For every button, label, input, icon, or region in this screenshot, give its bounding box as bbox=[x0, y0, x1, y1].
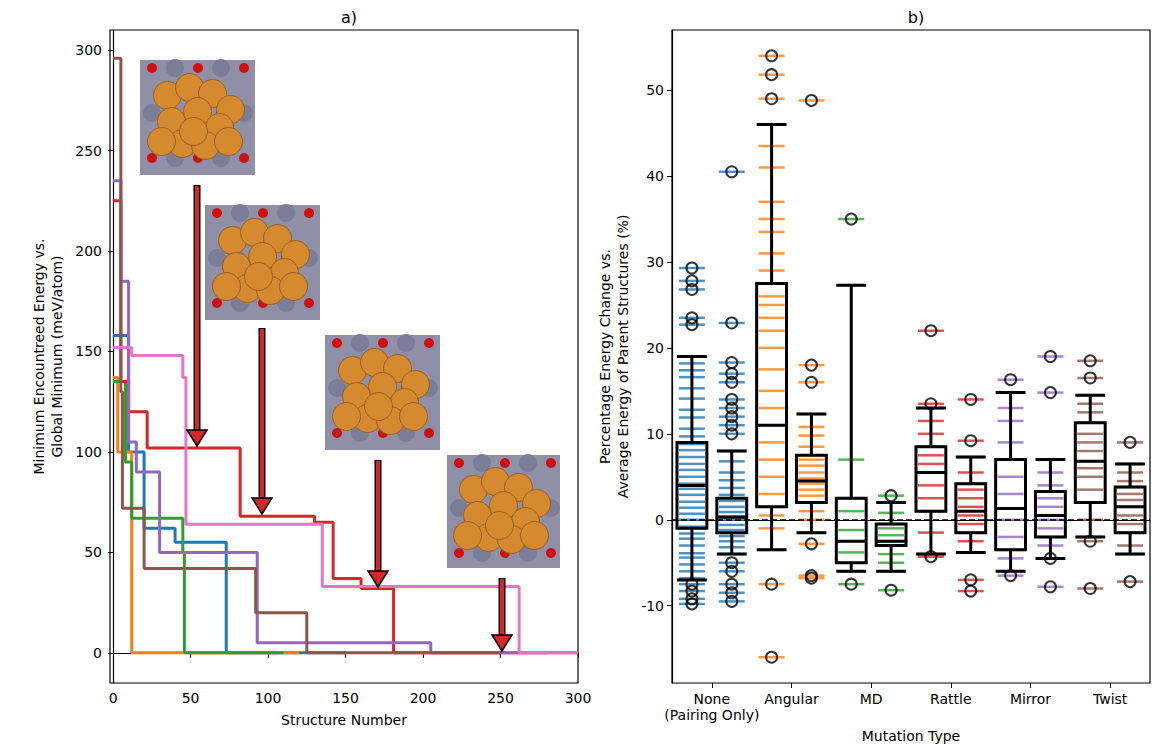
svg-text:50: 50 bbox=[646, 82, 664, 98]
svg-text:Percentage Energy Change vs.: Percentage Energy Change vs. bbox=[597, 249, 613, 464]
svg-text:10: 10 bbox=[646, 426, 664, 442]
svg-text:Average Energy of Parent Struc: Average Energy of Parent Structures (%) bbox=[615, 215, 631, 499]
svg-text:20: 20 bbox=[646, 340, 664, 356]
svg-text:0: 0 bbox=[109, 690, 118, 706]
svg-text:b): b) bbox=[908, 8, 924, 27]
svg-text:(Pairing Only): (Pairing Only) bbox=[664, 707, 759, 723]
svg-text:Rattle: Rattle bbox=[930, 691, 971, 707]
svg-text:a): a) bbox=[341, 8, 357, 27]
svg-text:Angular: Angular bbox=[764, 691, 819, 707]
svg-text:0: 0 bbox=[655, 512, 664, 528]
svg-text:0: 0 bbox=[93, 645, 102, 661]
svg-text:100: 100 bbox=[255, 690, 282, 706]
svg-text:50: 50 bbox=[84, 544, 102, 560]
svg-text:150: 150 bbox=[332, 690, 359, 706]
svg-text:30: 30 bbox=[646, 254, 664, 270]
svg-text:150: 150 bbox=[75, 343, 102, 359]
svg-text:250: 250 bbox=[487, 690, 514, 706]
svg-text:Structure Number: Structure Number bbox=[281, 712, 407, 728]
svg-text:Mutation Type: Mutation Type bbox=[862, 728, 960, 744]
svg-text:Minimum Encountreed Energy vs.: Minimum Encountreed Energy vs. bbox=[31, 238, 47, 474]
svg-text:300: 300 bbox=[75, 42, 102, 58]
svg-text:250: 250 bbox=[75, 143, 102, 159]
svg-text:50: 50 bbox=[182, 690, 200, 706]
svg-text:Global Minimum (meV/atom): Global Minimum (meV/atom) bbox=[49, 255, 65, 457]
svg-text:200: 200 bbox=[410, 690, 437, 706]
svg-text:-10: -10 bbox=[641, 598, 664, 614]
svg-text:None: None bbox=[694, 691, 731, 707]
svg-text:300: 300 bbox=[565, 690, 592, 706]
svg-text:Mirror: Mirror bbox=[1010, 691, 1051, 707]
svg-text:200: 200 bbox=[75, 243, 102, 259]
svg-text:MD: MD bbox=[860, 691, 883, 707]
svg-text:100: 100 bbox=[75, 444, 102, 460]
svg-text:40: 40 bbox=[646, 168, 664, 184]
svg-text:Twist: Twist bbox=[1092, 691, 1128, 707]
